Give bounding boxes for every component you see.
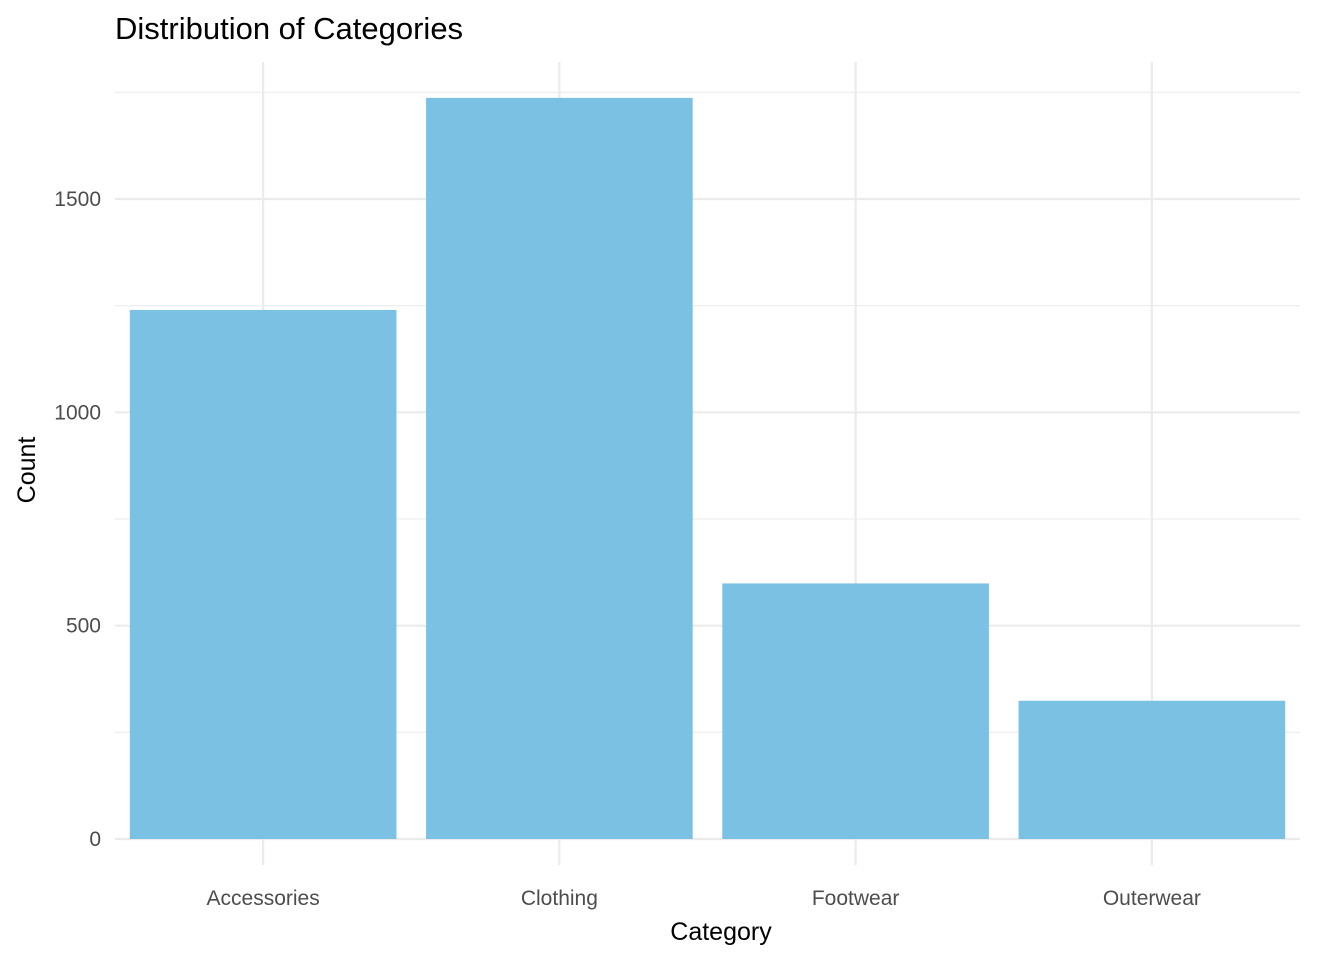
x-tick-label: Outerwear (1103, 887, 1201, 910)
chart-title: Distribution of Categories (115, 11, 463, 46)
bar-outerwear (1018, 700, 1286, 839)
y-tick-label: 1000 (54, 401, 101, 424)
bar-footwear (722, 583, 989, 839)
y-tick-label: 500 (66, 615, 101, 638)
bar-accessories (129, 309, 397, 839)
bar-clothing (426, 97, 693, 839)
y-axis-tick-labels: 0 500 1000 1500 (54, 188, 101, 851)
x-tick-label: Footwear (812, 887, 900, 910)
y-tick-label: 1500 (54, 188, 101, 211)
x-tick-label: Accessories (207, 887, 320, 910)
bars (129, 97, 1286, 839)
x-axis-tick-labels: Accessories Clothing Footwear Outerwear (207, 887, 1201, 910)
x-tick-label: Clothing (521, 887, 598, 910)
x-axis-title: Category (670, 918, 772, 946)
y-axis-title: Count (13, 437, 41, 504)
y-tick-label: 0 (89, 828, 101, 851)
